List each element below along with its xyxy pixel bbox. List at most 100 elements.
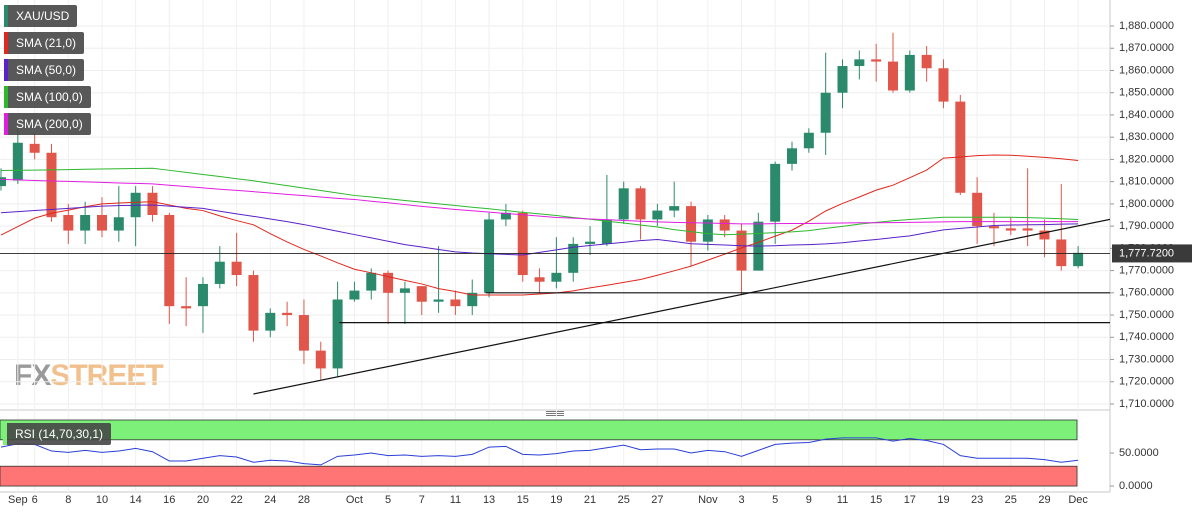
candle-body xyxy=(12,142,23,181)
x-tick-label: 16 xyxy=(163,494,175,506)
legend-label: SMA (200,0) xyxy=(16,117,83,131)
legend-label: SMA (100,0) xyxy=(16,90,83,104)
legend-swatch xyxy=(4,59,8,81)
x-tick-label: 3 xyxy=(738,494,744,506)
candle-body xyxy=(1056,239,1067,267)
y-tick-label: 1,790.0000 xyxy=(1119,220,1174,232)
candle-body xyxy=(248,275,259,331)
candle-body xyxy=(534,277,545,282)
candle-body xyxy=(80,215,91,231)
candle-body xyxy=(450,299,461,307)
candle-body xyxy=(113,217,124,231)
legend-entry[interactable]: SMA (21,0) xyxy=(4,32,85,54)
legend-entry[interactable]: SMA (100,0) xyxy=(4,86,91,108)
legend-entry[interactable]: SMA (50,0) xyxy=(4,59,85,81)
x-tick-label: 20 xyxy=(197,494,209,506)
y-tick-label: 1,830.0000 xyxy=(1119,131,1174,143)
x-tick-label: 22 xyxy=(230,494,242,506)
candle-body xyxy=(467,292,478,307)
candle-body xyxy=(568,243,579,273)
candle-body xyxy=(803,132,814,149)
candle-body xyxy=(669,206,680,211)
rsi-line xyxy=(0,437,1079,466)
y-tick-label: 1,870.0000 xyxy=(1119,42,1174,54)
grid xyxy=(0,0,1110,492)
candle-body xyxy=(265,312,276,331)
candle-body xyxy=(46,152,57,218)
candle-body xyxy=(517,212,528,276)
x-tick-label: Nov xyxy=(698,494,718,506)
x-tick-label: 29 xyxy=(1038,494,1050,506)
x-tick-label: 24 xyxy=(264,494,276,506)
legend-entry[interactable]: SMA (200,0) xyxy=(4,113,91,135)
watermark-left: FX xyxy=(14,359,51,392)
x-tick-label: 27 xyxy=(651,494,663,506)
legend-swatch xyxy=(4,86,8,108)
y-tick-label: 1,850.0000 xyxy=(1119,87,1174,99)
legend-label: RSI (14,70,30,1) xyxy=(15,427,104,441)
x-tick-label: 7 xyxy=(419,494,425,506)
candle-body xyxy=(383,272,394,293)
x-tick-label: 25 xyxy=(1005,494,1017,506)
candle-body xyxy=(96,215,107,231)
last-price-box xyxy=(1112,244,1192,263)
y-tick-label: 1,720.0000 xyxy=(1119,376,1174,388)
candle-body xyxy=(938,68,949,102)
candle-body xyxy=(214,261,225,284)
candle-body xyxy=(770,163,781,222)
watermark-right: STREET xyxy=(50,359,163,392)
x-tick-label: 19 xyxy=(550,494,562,506)
legend-swatch xyxy=(4,113,8,135)
rsi-band xyxy=(0,419,1078,441)
separator-handle[interactable] xyxy=(546,411,564,416)
candle-body xyxy=(332,299,343,369)
y-tick-label: 1,710.0000 xyxy=(1119,398,1174,410)
candle-body xyxy=(988,226,999,229)
x-tick-label: Oct xyxy=(346,494,363,506)
candle-body xyxy=(837,66,848,93)
candle-body xyxy=(551,272,562,282)
candle-body xyxy=(686,206,697,242)
candle-body xyxy=(955,101,966,193)
x-tick-label: 15 xyxy=(517,494,529,506)
legend-swatch xyxy=(4,5,8,27)
candle-body xyxy=(416,286,427,302)
candle-body xyxy=(921,54,932,69)
candle-body xyxy=(484,219,495,293)
candle-body xyxy=(854,59,865,67)
candle-body xyxy=(349,290,360,300)
x-tick-label: 21 xyxy=(584,494,596,506)
legend-entry[interactable]: RSI (14,70,30,1) xyxy=(3,423,112,445)
legend-swatch xyxy=(3,423,7,445)
sma-line xyxy=(0,167,1079,236)
x-tick-label: 23 xyxy=(971,494,983,506)
x-tick-label: 5 xyxy=(385,494,391,506)
legend-label: SMA (21,0) xyxy=(16,36,77,50)
x-tick-label: 10 xyxy=(96,494,108,506)
candle-body xyxy=(618,188,629,220)
legend-label: SMA (50,0) xyxy=(16,63,77,77)
candle-body xyxy=(231,261,242,276)
legend-entry[interactable]: XAU/USD xyxy=(4,5,78,27)
candle-body xyxy=(366,272,377,291)
candle-body xyxy=(298,315,309,351)
x-tick-label: 17 xyxy=(904,494,916,506)
rsi-panel xyxy=(0,419,1079,487)
y-tick-label: 1,800.0000 xyxy=(1119,198,1174,210)
candle-body xyxy=(787,148,798,164)
candle-body xyxy=(820,92,831,133)
candle-body xyxy=(601,219,612,244)
candle-body xyxy=(29,143,40,153)
y-tick-label: 1,750.0000 xyxy=(1119,309,1174,321)
candle-body xyxy=(282,312,293,316)
x-tick-label: 19 xyxy=(937,494,949,506)
x-tick-label: 6 xyxy=(32,494,38,506)
candle-body xyxy=(63,215,74,231)
y-tick-label: 0.0000 xyxy=(1119,480,1153,492)
price-panel xyxy=(0,32,1110,395)
candle-body xyxy=(585,241,596,244)
candle-body xyxy=(164,215,175,307)
candle-body xyxy=(887,61,898,91)
candle-body xyxy=(652,210,663,220)
